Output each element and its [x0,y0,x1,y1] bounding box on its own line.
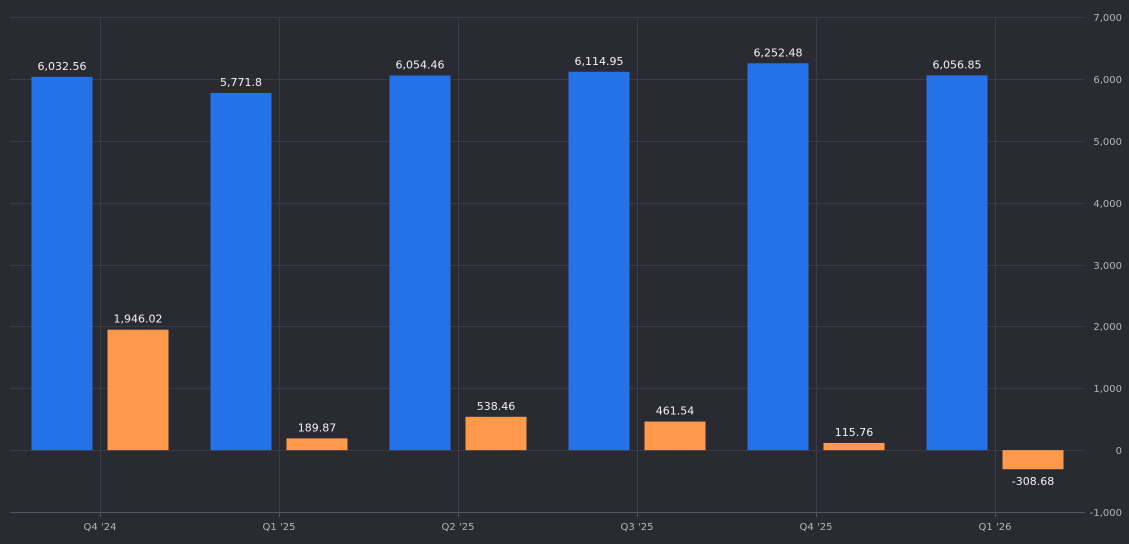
data-label: -308.68 [1012,475,1054,488]
x-tick-label: Q1 '26 [979,522,1012,533]
y-tick-label: 4,000 [1093,199,1122,210]
bar-series-1[interactable] [568,71,630,451]
y-tick-label: 0 [1116,446,1122,457]
y-tick-label: 1,000 [1093,384,1122,395]
y-tick-label: 6,000 [1093,75,1122,86]
y-tick-label: 7,000 [1093,13,1122,24]
data-label: 6,056.85 [933,58,982,71]
bar-series-2[interactable] [107,329,169,451]
value-labels: 6,032.56 5,771.8 6,054.46 6,114.95 6,252.48 6… [38,46,1055,488]
data-label: 5,771.8 [220,76,262,89]
y-tick-label: 5,000 [1093,137,1122,148]
bar-series-2[interactable] [286,438,348,451]
data-label: 1,946.02 [114,313,163,326]
x-tick-label: Q3 '25 [621,522,654,533]
bars [31,63,1064,470]
x-tick-label: Q4 '25 [800,522,833,533]
data-label: 6,252.48 [754,46,803,59]
data-label: 6,114.95 [575,55,624,68]
bar-series-1[interactable] [926,75,988,451]
bar-series-1[interactable] [747,63,809,451]
x-tick-label: Q1 '25 [263,522,296,533]
x-tick-label: Q4 '24 [84,522,117,533]
grid [10,17,1085,513]
bar-series-1[interactable] [31,76,93,451]
y-tick-label: 3,000 [1093,261,1122,272]
y-tick-label: -1,000 [1090,508,1122,519]
data-label: 115.76 [835,426,874,439]
data-label: 6,054.46 [396,59,445,72]
data-label: 189.87 [298,421,337,434]
data-label: 538.46 [477,400,516,413]
data-label: 461.54 [656,405,695,418]
axes: 7,000 6,000 5,000 4,000 3,000 2,000 1,000 0 -1,0… [84,13,1122,533]
bar-series-2[interactable] [823,442,885,451]
bar-series-1[interactable] [210,92,272,451]
bar-series-2[interactable] [644,421,706,451]
bar-series-1[interactable] [389,75,451,451]
bar-series-2[interactable] [1002,450,1064,470]
x-tick-label: Q2 '25 [442,522,475,533]
data-label: 6,032.56 [38,60,87,73]
bar-series-2[interactable] [465,416,527,451]
y-tick-label: 2,000 [1093,322,1122,333]
